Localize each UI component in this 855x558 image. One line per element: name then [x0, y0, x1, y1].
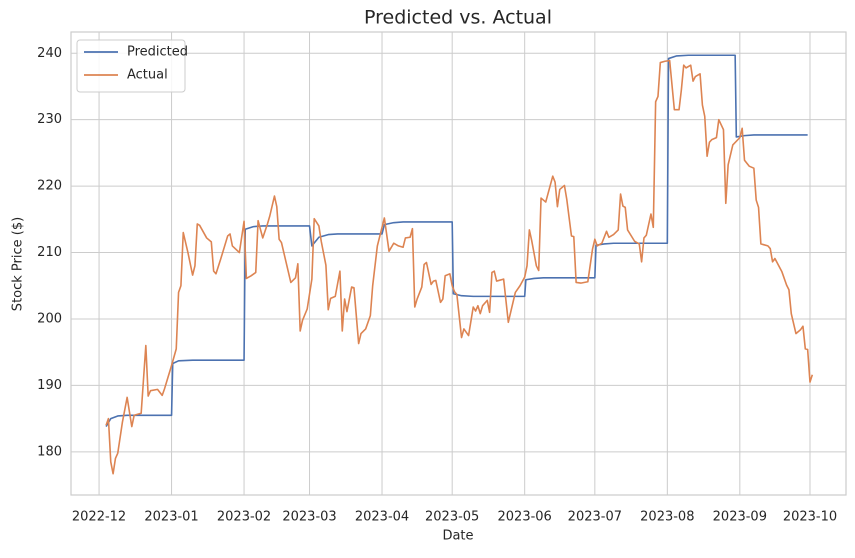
- x-tick-label: 2023-08: [640, 510, 694, 525]
- x-tick-label: 2023-01: [144, 510, 198, 525]
- chart-title: Predicted vs. Actual: [364, 7, 552, 29]
- x-tick-label: 2023-04: [355, 510, 409, 525]
- x-axis-label: Date: [442, 529, 473, 544]
- legend-box: [76, 39, 186, 93]
- plot-frame: [70, 31, 847, 496]
- legend-label: Actual: [127, 68, 168, 83]
- y-tick-label: 200: [37, 311, 62, 326]
- x-tick-label: 2023-09: [713, 510, 767, 525]
- y-tick-label: 230: [37, 112, 62, 127]
- x-tick-label: 2022-12: [72, 510, 126, 525]
- x-tick-label: 2023-07: [568, 510, 622, 525]
- data-line: [105, 54, 808, 427]
- data-line: [105, 59, 814, 475]
- y-tick-label: 210: [37, 245, 62, 260]
- x-tick-label: 2023-02: [217, 510, 271, 525]
- legend-label: Predicted: [127, 45, 188, 60]
- x-tick-label: 2023-05: [425, 510, 479, 525]
- y-tick-label: 190: [37, 378, 62, 393]
- y-axis-label: Stock Price ($): [11, 217, 26, 311]
- x-tick-label: 2023-06: [498, 510, 552, 525]
- x-tick-label: 2023-10: [783, 510, 837, 525]
- y-tick-label: 220: [37, 179, 62, 194]
- y-tick-label: 240: [37, 46, 62, 61]
- x-tick-label: 2023-03: [282, 510, 336, 525]
- y-tick-label: 180: [37, 444, 62, 459]
